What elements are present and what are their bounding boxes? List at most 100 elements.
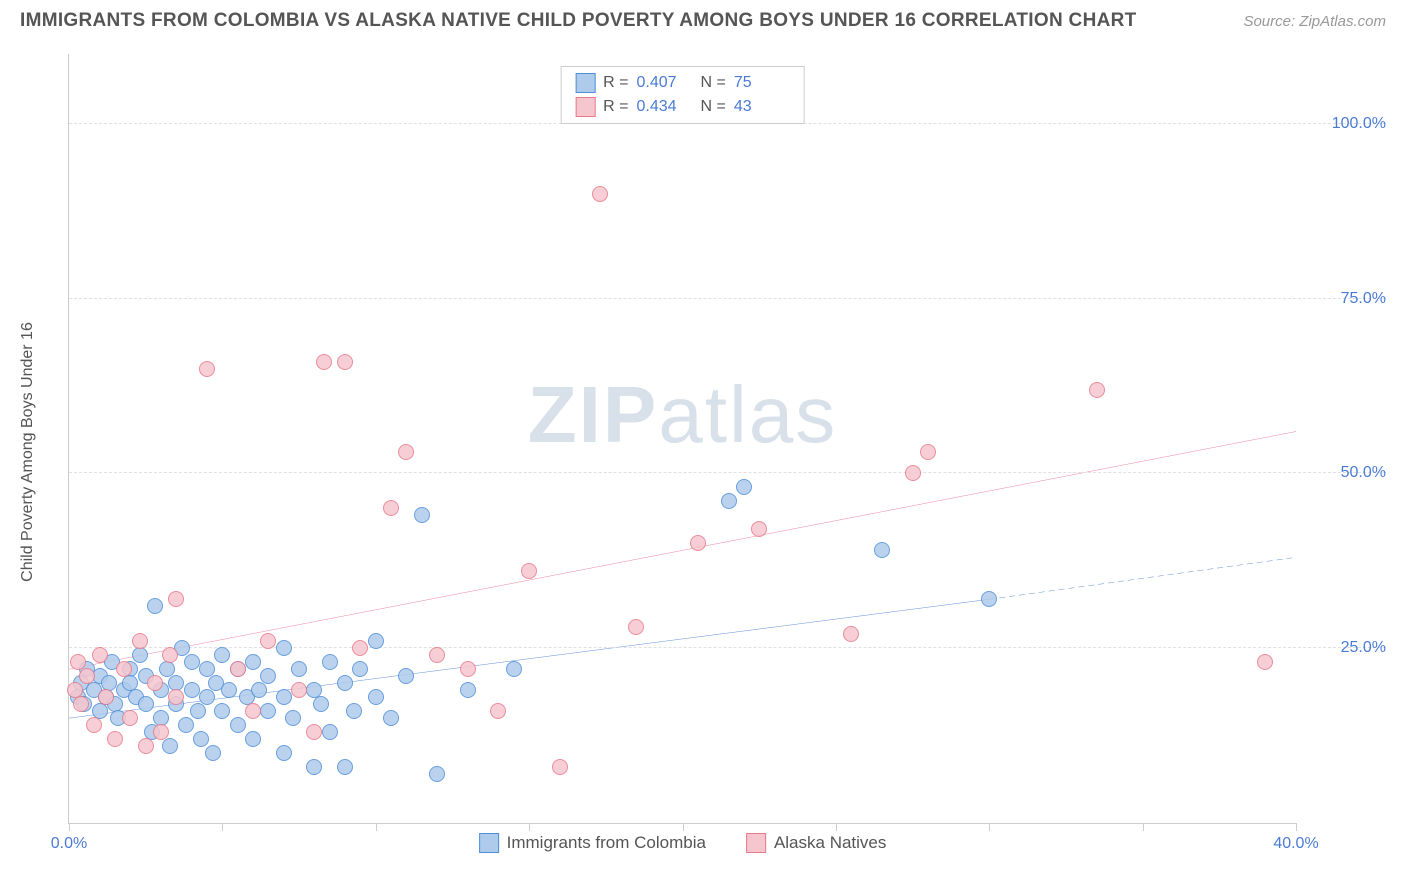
watermark-light: atlas: [658, 370, 837, 459]
scatter-point-colombia: [981, 591, 997, 607]
scatter-point-colombia: [190, 703, 206, 719]
trend-line: [989, 557, 1296, 599]
scatter-point-colombia: [193, 731, 209, 747]
scatter-point-colombia: [506, 661, 522, 677]
scatter-point-colombia: [429, 766, 445, 782]
scatter-point-alaska: [73, 696, 89, 712]
scatter-point-alaska: [86, 717, 102, 733]
scatter-point-colombia: [736, 479, 752, 495]
scatter-point-colombia: [291, 661, 307, 677]
x-tick-label: 0.0%: [51, 835, 87, 853]
scatter-point-alaska: [920, 444, 936, 460]
scatter-point-alaska: [521, 563, 537, 579]
scatter-point-alaska: [490, 703, 506, 719]
x-tick: [1296, 823, 1297, 831]
scatter-point-alaska: [199, 361, 215, 377]
scatter-point-alaska: [230, 661, 246, 677]
scatter-point-alaska: [168, 591, 184, 607]
legend-label-alaska: Alaska Natives: [774, 833, 886, 853]
scatter-point-colombia: [352, 661, 368, 677]
scatter-point-alaska: [138, 738, 154, 754]
legend-row-alaska: R = 0.434 N = 43: [575, 95, 790, 119]
swatch-alaska: [575, 97, 595, 117]
x-tick: [836, 823, 837, 831]
gridline: [69, 298, 1386, 299]
scatter-point-alaska: [162, 647, 178, 663]
scatter-point-alaska: [116, 661, 132, 677]
n-label: N =: [701, 74, 726, 92]
x-tick-label: 40.0%: [1273, 835, 1318, 853]
legend-label-colombia: Immigrants from Colombia: [507, 833, 706, 853]
scatter-point-colombia: [260, 703, 276, 719]
scatter-point-colombia: [214, 703, 230, 719]
chart-container: Child Poverty Among Boys Under 16 ZIPatl…: [50, 44, 1386, 860]
scatter-point-alaska: [383, 500, 399, 516]
scatter-point-alaska: [291, 682, 307, 698]
y-tick-label: 25.0%: [1306, 639, 1386, 657]
x-tick: [683, 823, 684, 831]
scatter-point-colombia: [368, 633, 384, 649]
swatch-colombia: [575, 73, 595, 93]
source-label: Source: ZipAtlas.com: [1243, 13, 1386, 30]
chart-title: IMMIGRANTS FROM COLOMBIA VS ALASKA NATIV…: [20, 10, 1137, 32]
scatter-point-alaska: [316, 354, 332, 370]
scatter-point-colombia: [276, 640, 292, 656]
x-tick: [989, 823, 990, 831]
scatter-point-alaska: [352, 640, 368, 656]
scatter-point-colombia: [460, 682, 476, 698]
scatter-point-colombia: [184, 682, 200, 698]
swatch-alaska-bottom: [746, 833, 766, 853]
scatter-point-alaska: [1089, 382, 1105, 398]
scatter-point-colombia: [398, 668, 414, 684]
scatter-point-colombia: [199, 689, 215, 705]
scatter-point-alaska: [107, 731, 123, 747]
scatter-point-alaska: [79, 668, 95, 684]
scatter-point-alaska: [905, 465, 921, 481]
scatter-point-alaska: [1257, 654, 1273, 670]
scatter-point-alaska: [153, 724, 169, 740]
x-tick: [376, 823, 377, 831]
plot-area: ZIPatlas R = 0.407 N = 75 R = 0.434 N = …: [68, 54, 1296, 824]
scatter-point-alaska: [337, 354, 353, 370]
scatter-point-colombia: [162, 738, 178, 754]
r-value-colombia: 0.407: [637, 74, 693, 92]
scatter-point-colombia: [178, 717, 194, 733]
legend-row-colombia: R = 0.407 N = 75: [575, 71, 790, 95]
scatter-point-alaska: [168, 689, 184, 705]
legend-item-alaska: Alaska Natives: [746, 833, 886, 853]
scatter-point-alaska: [132, 633, 148, 649]
r-label: R =: [603, 98, 628, 116]
x-tick: [222, 823, 223, 831]
n-value-alaska: 43: [734, 98, 790, 116]
scatter-point-colombia: [874, 542, 890, 558]
scatter-point-alaska: [628, 619, 644, 635]
y-tick-label: 100.0%: [1306, 115, 1386, 133]
scatter-point-alaska: [552, 759, 568, 775]
watermark: ZIPatlas: [528, 369, 837, 461]
scatter-point-colombia: [251, 682, 267, 698]
scatter-point-colombia: [138, 696, 154, 712]
x-tick: [529, 823, 530, 831]
scatter-point-alaska: [398, 444, 414, 460]
scatter-point-colombia: [276, 689, 292, 705]
scatter-point-alaska: [260, 633, 276, 649]
legend-item-colombia: Immigrants from Colombia: [479, 833, 706, 853]
scatter-point-alaska: [751, 521, 767, 537]
trend-line: [69, 432, 1296, 670]
scatter-point-colombia: [276, 745, 292, 761]
y-tick-label: 50.0%: [1306, 464, 1386, 482]
scatter-point-colombia: [322, 724, 338, 740]
scatter-point-colombia: [721, 493, 737, 509]
scatter-point-colombia: [205, 745, 221, 761]
r-value-alaska: 0.434: [637, 98, 693, 116]
scatter-point-colombia: [346, 703, 362, 719]
scatter-point-colombia: [214, 647, 230, 663]
scatter-point-alaska: [245, 703, 261, 719]
scatter-point-alaska: [98, 689, 114, 705]
scatter-point-colombia: [147, 598, 163, 614]
scatter-point-colombia: [414, 507, 430, 523]
scatter-point-alaska: [306, 724, 322, 740]
n-value-colombia: 75: [734, 74, 790, 92]
x-tick: [1143, 823, 1144, 831]
scatter-point-alaska: [92, 647, 108, 663]
